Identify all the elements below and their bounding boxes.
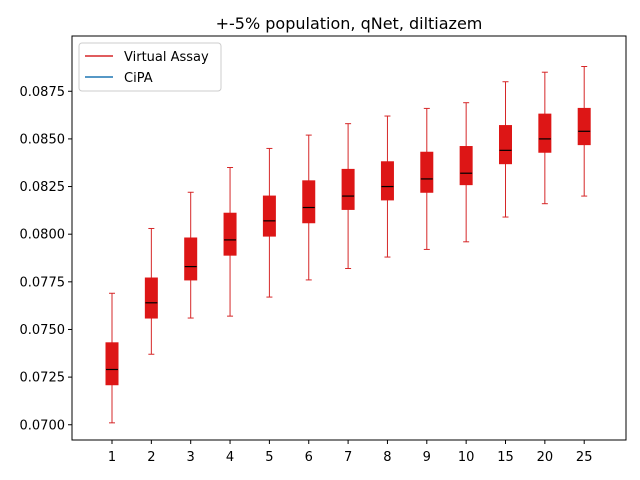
legend-label-virtual-assay: Virtual Assay: [124, 50, 209, 65]
y-axis: 0.0700 0.0725 0.0750 0.0775 0.0800 0.0825 0.08…: [20, 85, 72, 433]
iqr-box: [459, 146, 473, 186]
iqr-box: [223, 212, 237, 256]
iqr-box: [184, 237, 198, 281]
boxes-group: [105, 65, 591, 424]
iqr-box: [341, 168, 355, 210]
iqr-box: [105, 342, 119, 386]
box-1: [105, 292, 119, 424]
y-tick-label: 0.0825: [20, 180, 66, 195]
box-4: [223, 166, 237, 317]
y-tick-label: 0.0750: [20, 323, 66, 338]
iqr-box: [577, 107, 591, 146]
x-tick-label: 7: [344, 450, 352, 465]
x-tick-label: 3: [187, 450, 195, 465]
y-tick-label: 0.0850: [20, 132, 66, 147]
y-tick-label: 0.0700: [20, 418, 66, 433]
x-axis: 1 2 3 4 5 6 7 8 9 10 15 20 25: [108, 440, 593, 465]
box-2: [144, 227, 158, 355]
x-tick-label: 15: [497, 450, 514, 465]
iqr-box: [420, 151, 434, 193]
box-7: [341, 123, 355, 269]
iqr-box: [262, 195, 276, 237]
box-15: [499, 81, 512, 218]
iqr-box: [380, 161, 394, 201]
box-8: [380, 115, 394, 258]
y-tick-label: 0.0875: [20, 85, 66, 100]
x-tick-label: 4: [226, 450, 234, 465]
iqr-box: [302, 180, 316, 224]
box-25: [577, 65, 591, 197]
x-tick-label: 5: [265, 450, 273, 465]
box-9: [420, 107, 434, 250]
x-tick-label: 2: [147, 450, 155, 465]
iqr-box: [144, 277, 158, 319]
box-3: [184, 191, 198, 319]
legend-label-cipa: CiPA: [124, 71, 153, 86]
x-tick-label: 25: [576, 450, 593, 465]
legend: Virtual Assay CiPA: [78, 42, 222, 92]
iqr-box: [538, 113, 552, 153]
x-tick-label: 10: [458, 450, 475, 465]
x-tick-label: 9: [423, 450, 431, 465]
x-tick-label: 20: [537, 450, 554, 465]
x-tick-label: 8: [383, 450, 391, 465]
iqr-box: [499, 125, 512, 165]
plot-frame: [71, 35, 627, 441]
box-6: [302, 134, 316, 281]
x-tick-label: 6: [305, 450, 313, 465]
chart-title: +-5% population, qNet, diltiazem: [216, 14, 483, 33]
box-5: [262, 147, 276, 298]
y-tick-label: 0.0800: [20, 228, 66, 243]
box-20: [538, 71, 552, 205]
y-tick-label: 0.0725: [20, 371, 66, 386]
y-tick-label: 0.0775: [20, 275, 66, 290]
box-10: [459, 102, 473, 243]
x-tick-label: 1: [108, 450, 116, 465]
legend-box: [78, 42, 222, 92]
